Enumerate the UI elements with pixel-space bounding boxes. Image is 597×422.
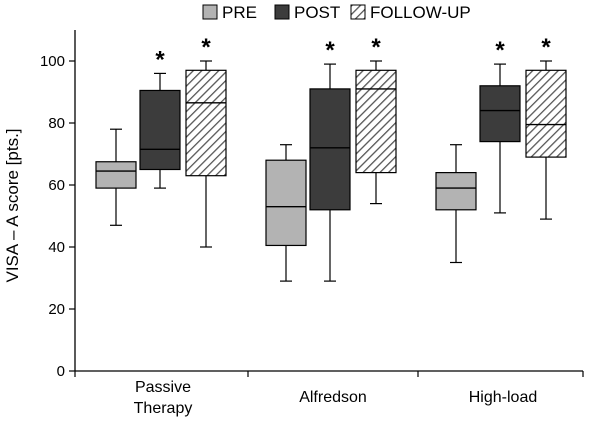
box-body <box>435 172 477 211</box>
box-body <box>265 159 307 247</box>
y-tick-label: 20 <box>48 301 65 318</box>
legend-item-post: POST <box>274 3 340 22</box>
legend-swatch <box>274 4 290 20</box>
box-pre <box>265 144 307 282</box>
legend-item-follow-up: FOLLOW-UP <box>350 3 471 22</box>
box-post: * <box>309 37 351 282</box>
legend-swatch <box>350 4 366 20</box>
category-label: Passive <box>135 379 191 396</box>
legend-item-pre: PRE <box>202 3 257 22</box>
box-body <box>525 69 567 158</box>
box-body <box>479 85 521 143</box>
y-tick-label: 60 <box>48 177 65 194</box>
box-body <box>309 88 351 211</box>
significance-marker: * <box>495 37 505 64</box>
legend-swatch <box>202 4 218 20</box>
category-label: High-load <box>469 389 537 406</box>
box-follow-up: * <box>185 34 227 248</box>
box-pre <box>95 128 137 226</box>
significance-marker: * <box>371 34 381 61</box>
box-body <box>139 89 181 171</box>
significance-marker: * <box>201 34 211 61</box>
box-pre <box>435 144 477 264</box>
box-post: * <box>479 37 521 214</box>
significance-marker: * <box>325 37 335 64</box>
y-tick-label: 100 <box>40 53 65 70</box>
y-tick-label: 0 <box>57 363 65 380</box>
y-tick-label: 40 <box>48 239 65 256</box>
axes: 0 20 40 60 80 100 VISA – A score [pts.] Passive… <box>3 30 584 417</box>
significance-marker: * <box>155 46 165 73</box>
box-body <box>185 69 227 177</box>
significance-marker: * <box>541 34 551 61</box>
box-post: * <box>139 46 181 189</box>
legend: PRE POST FOLLOW-UP <box>202 3 471 22</box>
box-follow-up: * <box>355 34 397 205</box>
box-follow-up: * <box>525 34 567 220</box>
y-axis-title: VISA – A score [pts.] <box>3 128 22 282</box>
y-tick-label: 80 <box>48 115 65 132</box>
legend-label: FOLLOW-UP <box>370 3 471 22</box>
legend-label: POST <box>294 3 340 22</box>
category-label: Alfredson <box>299 389 367 406</box>
plot-area: * * * * * * <box>95 34 567 282</box>
category-label: Therapy <box>134 400 193 417</box>
box-body <box>355 69 397 174</box>
legend-label: PRE <box>222 3 257 22</box>
box-body <box>95 161 137 189</box>
